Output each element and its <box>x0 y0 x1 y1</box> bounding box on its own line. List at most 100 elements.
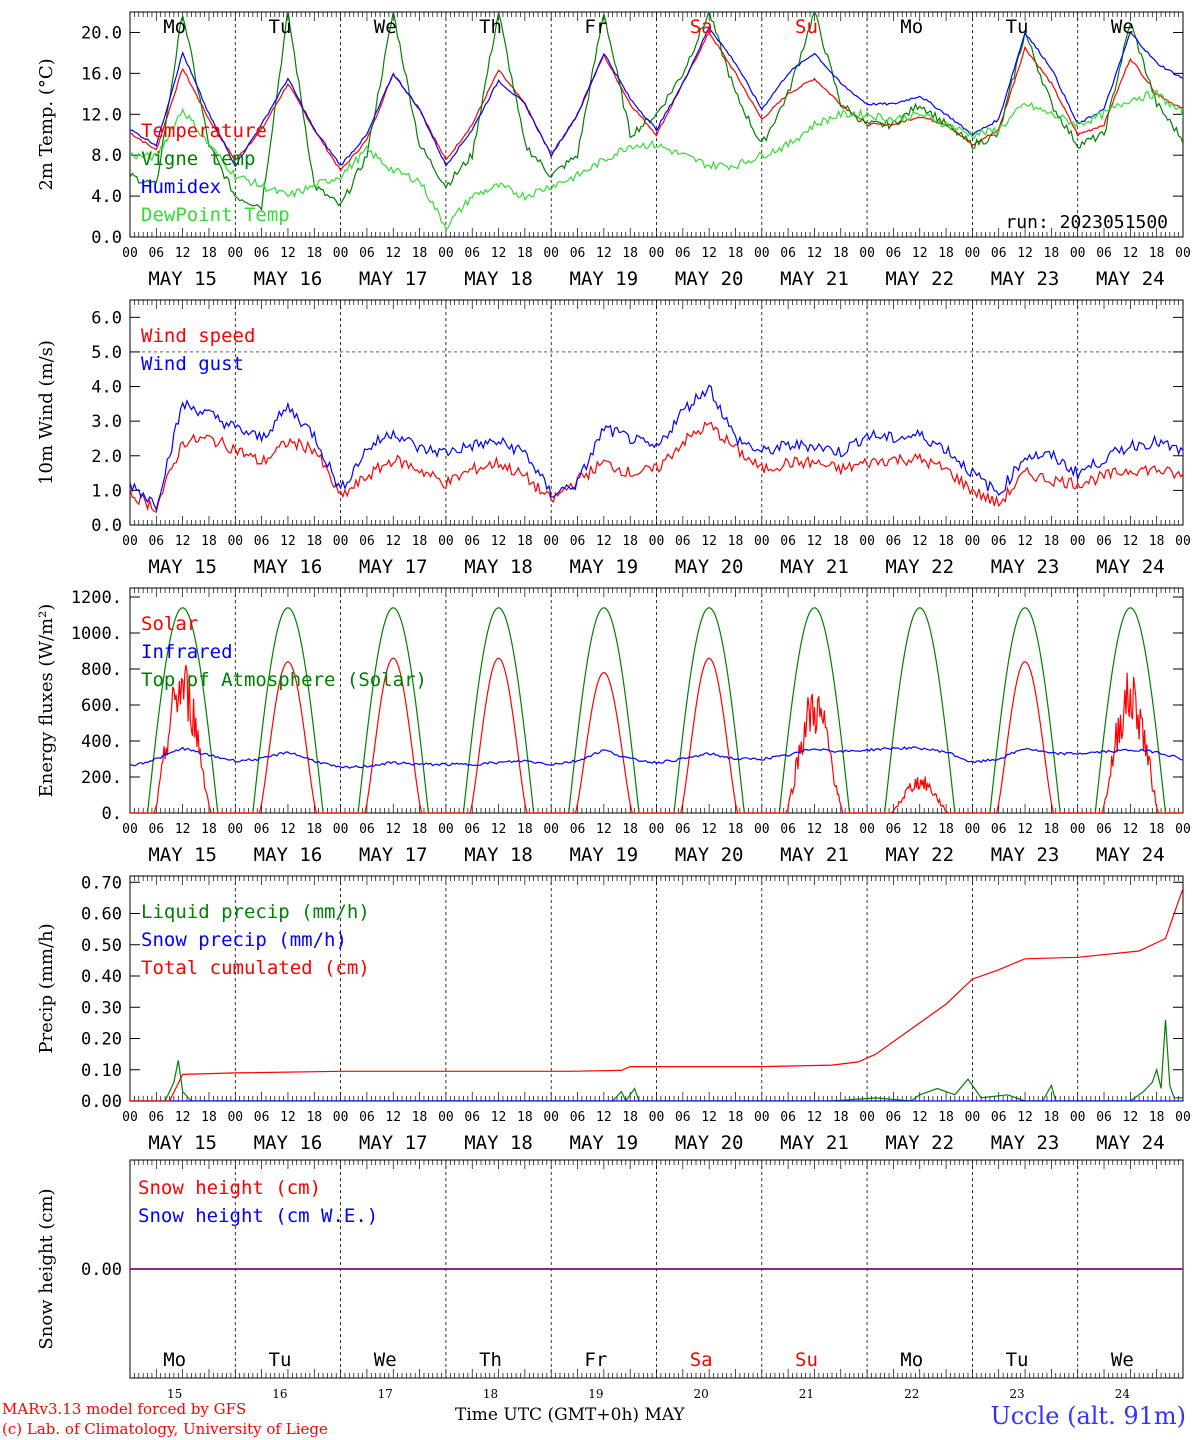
weekday-label: Th <box>479 1349 502 1371</box>
hour-tick-label: 18 <box>517 822 533 837</box>
x-axis-label: Time UTC (GMT+0h) MAY <box>455 1405 685 1425</box>
weekday-label: We <box>374 1349 397 1371</box>
hour-tick-label: 06 <box>1096 822 1112 837</box>
hour-tick-label: 18 <box>201 246 217 261</box>
y-tick-label: 1.0 <box>91 481 122 501</box>
day-number-label: 24 <box>1115 1387 1131 1401</box>
date-label: MAY 21 <box>780 1132 849 1154</box>
weekday-label: Tu <box>269 1349 292 1371</box>
legend-entry: Humidex <box>141 176 221 198</box>
y-tick-label: 8.0 <box>91 146 122 166</box>
hour-tick-label: 00 <box>227 1110 243 1125</box>
legend-entry: Vigne temp <box>141 148 255 170</box>
hour-tick-label: 18 <box>517 246 533 261</box>
hour-tick-label: 12 <box>1123 534 1139 549</box>
hour-tick-label: 06 <box>570 534 586 549</box>
hour-tick-label: 12 <box>701 534 717 549</box>
date-label: MAY 20 <box>675 268 744 290</box>
hour-tick-label: 12 <box>596 822 612 837</box>
y-axis-label: Precip (mm/h) <box>36 923 57 1053</box>
legend-entry: Snow height (cm W.E.) <box>138 1205 378 1227</box>
y-tick-label: 0.30 <box>81 998 122 1018</box>
hour-tick-label: 00 <box>227 534 243 549</box>
day-number-label: 21 <box>799 1387 814 1401</box>
hour-tick-label: 12 <box>175 246 191 261</box>
weekday-label: We <box>1111 1349 1134 1371</box>
hour-tick-label: 18 <box>1044 534 1060 549</box>
hour-tick-label: 12 <box>280 822 296 837</box>
date-label: MAY 15 <box>148 268 217 290</box>
hour-tick-label: 12 <box>175 534 191 549</box>
hour-tick-label: 18 <box>412 822 428 837</box>
hour-tick-label: 00 <box>859 246 875 261</box>
hour-tick-label: 12 <box>1017 246 1033 261</box>
series-line-vigne-temp <box>130 12 1183 212</box>
hour-tick-label: 06 <box>254 246 270 261</box>
y-tick-label: 3.0 <box>91 412 122 432</box>
hour-tick-label: 18 <box>306 246 322 261</box>
hour-tick-label: 18 <box>728 1110 744 1125</box>
hour-tick-label: 00 <box>1070 1110 1086 1125</box>
date-label: MAY 15 <box>148 844 217 866</box>
y-tick-label: 800. <box>81 660 122 680</box>
legend-entry: Infrared <box>141 641 233 663</box>
series-line-total-cumulated-cm- <box>130 888 1183 1101</box>
hour-tick-label: 18 <box>1149 246 1165 261</box>
hour-tick-label: 00 <box>122 1110 138 1125</box>
hour-tick-label: 18 <box>306 534 322 549</box>
date-label: MAY 23 <box>991 268 1060 290</box>
hour-tick-label: 18 <box>833 246 849 261</box>
hour-tick-label: 18 <box>622 246 638 261</box>
hour-tick-label: 18 <box>517 1110 533 1125</box>
hour-tick-label: 00 <box>965 1110 981 1125</box>
weekday-label: Fr <box>584 1349 607 1371</box>
hour-tick-label: 00 <box>122 534 138 549</box>
hour-tick-label: 18 <box>622 534 638 549</box>
hour-tick-label: 18 <box>938 1110 954 1125</box>
y-tick-label: 0.20 <box>81 1030 122 1050</box>
hour-tick-label: 12 <box>596 246 612 261</box>
hour-tick-label: 12 <box>385 1110 401 1125</box>
hour-tick-label: 12 <box>491 534 507 549</box>
date-label: MAY 20 <box>675 844 744 866</box>
y-tick-label: 600. <box>81 696 122 716</box>
legend-entry: Liquid precip (mm/h) <box>141 901 370 923</box>
day-number-label: 23 <box>1009 1387 1024 1401</box>
hour-tick-label: 12 <box>1123 1110 1139 1125</box>
hour-tick-label: 06 <box>1096 534 1112 549</box>
series-line-liquid-precip-mm-h- <box>130 1019 1183 1101</box>
date-label: MAY 16 <box>254 268 323 290</box>
date-label: MAY 24 <box>1096 844 1165 866</box>
weekday-label: Tu <box>1006 16 1029 38</box>
hour-tick-label: 18 <box>201 822 217 837</box>
hour-tick-label: 00 <box>1175 246 1191 261</box>
series-line-solar <box>130 657 1183 813</box>
date-label: MAY 15 <box>148 1132 217 1154</box>
hour-tick-label: 00 <box>543 822 559 837</box>
y-tick-label: 2.0 <box>91 447 122 467</box>
hour-tick-label: 18 <box>1149 534 1165 549</box>
hour-tick-label: 18 <box>201 1110 217 1125</box>
hour-tick-label: 12 <box>1017 534 1033 549</box>
legend-entry: Top of Atmosphere (Solar) <box>141 669 427 691</box>
date-label: MAY 24 <box>1096 268 1165 290</box>
hour-tick-label: 06 <box>148 822 164 837</box>
weekday-label: Tu <box>1006 1349 1029 1371</box>
date-label: MAY 24 <box>1096 1132 1165 1154</box>
date-label: MAY 20 <box>675 1132 744 1154</box>
hour-tick-label: 00 <box>649 822 665 837</box>
weekday-label: Mo <box>163 1349 186 1371</box>
hour-tick-label: 00 <box>543 534 559 549</box>
hour-tick-label: 18 <box>622 822 638 837</box>
hour-tick-label: 18 <box>728 534 744 549</box>
hour-tick-label: 06 <box>570 822 586 837</box>
y-axis-label: 2m Temp. (°C) <box>36 58 57 190</box>
hour-tick-label: 00 <box>1175 822 1191 837</box>
hour-tick-label: 06 <box>1096 246 1112 261</box>
hour-tick-label: 06 <box>359 822 375 837</box>
hour-tick-label: 06 <box>675 534 691 549</box>
day-number-label: 15 <box>167 1387 182 1401</box>
hour-tick-label: 00 <box>438 822 454 837</box>
hour-tick-label: 00 <box>1175 534 1191 549</box>
station-label: Uccle (alt. 91m) <box>990 1402 1186 1430</box>
